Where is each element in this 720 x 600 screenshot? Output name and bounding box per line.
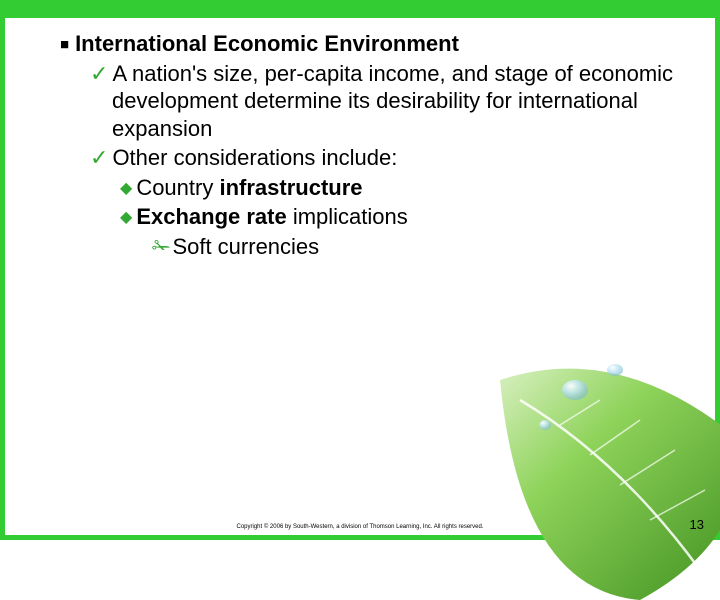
page-number: 13	[690, 517, 704, 532]
heading-line: ■ International Economic Environment	[60, 30, 700, 58]
square-bullet-icon: ■	[60, 36, 69, 53]
diamond-icon: ◆	[120, 209, 132, 226]
scissors-icon: ✁	[152, 234, 170, 259]
bullet-text: A nation's size, per-capita income, and …	[112, 61, 673, 141]
bullet-text: Soft currencies	[172, 234, 319, 259]
bullet-level2: ✓A nation's size, per-capita income, and…	[90, 60, 700, 143]
check-icon: ✓	[90, 61, 108, 86]
bullet-text-bold: Exchange rate	[136, 204, 286, 229]
heading-text: International Economic Environment	[75, 31, 459, 56]
slide-content: ■ International Economic Environment ✓A n…	[20, 30, 700, 260]
bullet-level3: ◆Country infrastructure	[120, 174, 700, 202]
bullet-text-bold: infrastructure	[219, 175, 362, 200]
bullet-text: Other considerations include:	[112, 145, 397, 170]
bullet-text-post: implications	[287, 204, 408, 229]
bullet-text-pre: Country	[136, 175, 219, 200]
bullet-level4: ✁Soft currencies	[152, 233, 700, 261]
bullet-level3: ◆Exchange rate implications	[120, 203, 700, 231]
check-icon: ✓	[90, 145, 108, 170]
copyright-footer: Copyright © 2006 by South-Western, a div…	[0, 524, 720, 530]
leaf-decoration	[440, 320, 720, 600]
diamond-icon: ◆	[120, 180, 132, 197]
bullet-level2: ✓Other considerations include:	[90, 144, 700, 172]
